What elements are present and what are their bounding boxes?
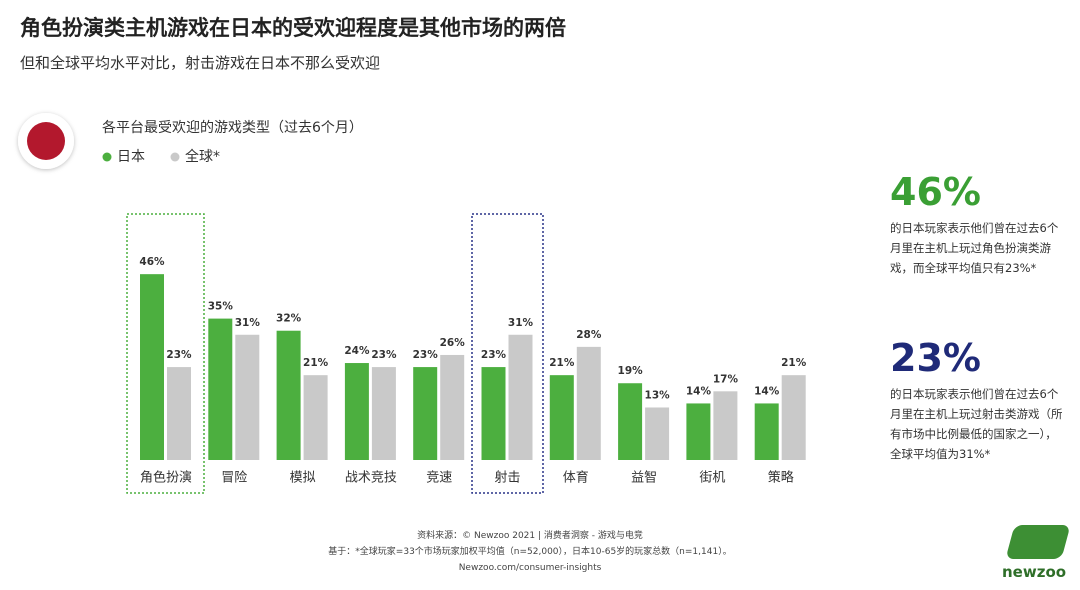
value-label: 46% xyxy=(139,256,165,268)
bar xyxy=(508,334,533,460)
legend-dot xyxy=(102,152,112,162)
value-label: 24% xyxy=(344,345,370,357)
bar xyxy=(576,346,601,460)
value-label: 23% xyxy=(481,349,507,361)
bar xyxy=(371,367,396,460)
annotation-text: 的日本玩家表示他们曾在过去6个月里在主机上玩过射击类游戏（所有市场中比例最低的国… xyxy=(890,387,1063,461)
value-label: 23% xyxy=(166,349,192,361)
x-tick-label: 射击 xyxy=(494,470,520,486)
value-label: 17% xyxy=(713,373,739,385)
annotation-headline: 46% xyxy=(890,170,981,214)
value-label: 31% xyxy=(235,317,261,329)
chart: 各平台最受欢迎的游戏类型（过去6个月） 日本 全球* 角色扮演 46% 23% 冒险 3… xyxy=(18,113,807,494)
x-tick-label: 街机 xyxy=(699,471,725,486)
logo-mark xyxy=(1005,525,1071,559)
bar xyxy=(618,383,643,460)
x-tick-label: 角色扮演 xyxy=(140,470,192,486)
highlight-box xyxy=(471,213,544,494)
bar xyxy=(781,375,806,460)
value-label: 21% xyxy=(549,357,575,369)
legend-dot xyxy=(170,152,180,162)
bar xyxy=(645,407,670,460)
bar xyxy=(440,354,465,460)
value-label: 21% xyxy=(303,357,329,369)
highlight-box xyxy=(126,213,205,494)
value-label: 23% xyxy=(413,349,439,361)
bar xyxy=(686,403,711,460)
x-tick-label: 模拟 xyxy=(290,471,316,486)
bar xyxy=(276,330,301,460)
value-label: 26% xyxy=(440,337,466,349)
title: 角色扮演类主机游戏在日本的受欢迎程度是其他市场的两倍 xyxy=(20,16,566,40)
flag-disc xyxy=(27,122,65,160)
subtitle: 但和全球平均水平对比，射击游戏在日本不那么受欢迎 xyxy=(20,54,381,72)
value-label: 28% xyxy=(576,329,602,341)
bar xyxy=(481,367,506,460)
value-label: 14% xyxy=(686,385,712,397)
bar xyxy=(167,367,191,460)
value-label: 21% xyxy=(781,357,807,369)
legend-label: 日本 xyxy=(117,149,145,165)
value-label: 13% xyxy=(645,389,671,401)
x-tick-label: 体育 xyxy=(563,470,589,486)
bar xyxy=(413,367,438,460)
bar xyxy=(754,403,779,460)
x-tick-label: 益智 xyxy=(631,471,657,486)
value-label: 32% xyxy=(276,313,302,325)
x-tick-label: 策略 xyxy=(768,470,794,486)
value-label: 14% xyxy=(754,385,780,397)
annotation-text: 的日本玩家表示他们曾在过去6个月里在主机上玩过角色扮演类游戏，而全球平均值只有2… xyxy=(890,221,1059,275)
bar xyxy=(303,375,328,460)
value-label: 23% xyxy=(371,349,397,361)
bar xyxy=(235,334,260,460)
bar xyxy=(549,375,574,460)
legend-label: 全球* xyxy=(185,148,220,165)
annotation-headline: 23% xyxy=(890,336,981,380)
footnote: Newzoo.com/consumer-insights xyxy=(458,563,602,573)
footnote: 基于：*全球玩家=33个市场玩家加权平均值（n=52,000），日本10-65岁… xyxy=(328,547,732,557)
bar xyxy=(713,391,738,460)
x-tick-label: 冒险 xyxy=(221,471,247,486)
value-label: 35% xyxy=(208,301,234,313)
bar xyxy=(344,363,369,460)
value-label: 19% xyxy=(618,365,644,377)
value-label: 31% xyxy=(508,317,534,329)
footnote: 资料来源：© Newzoo 2021 | 消费者洞察 - 游戏与电竞 xyxy=(417,531,643,541)
x-tick-label: 战术竞技 xyxy=(345,470,397,486)
bar xyxy=(208,318,233,460)
x-tick-label: 竞速 xyxy=(426,470,452,486)
bar xyxy=(140,274,164,460)
chart-title: 各平台最受欢迎的游戏类型（过去6个月） xyxy=(102,120,363,136)
logo: newzoo xyxy=(1002,563,1067,581)
